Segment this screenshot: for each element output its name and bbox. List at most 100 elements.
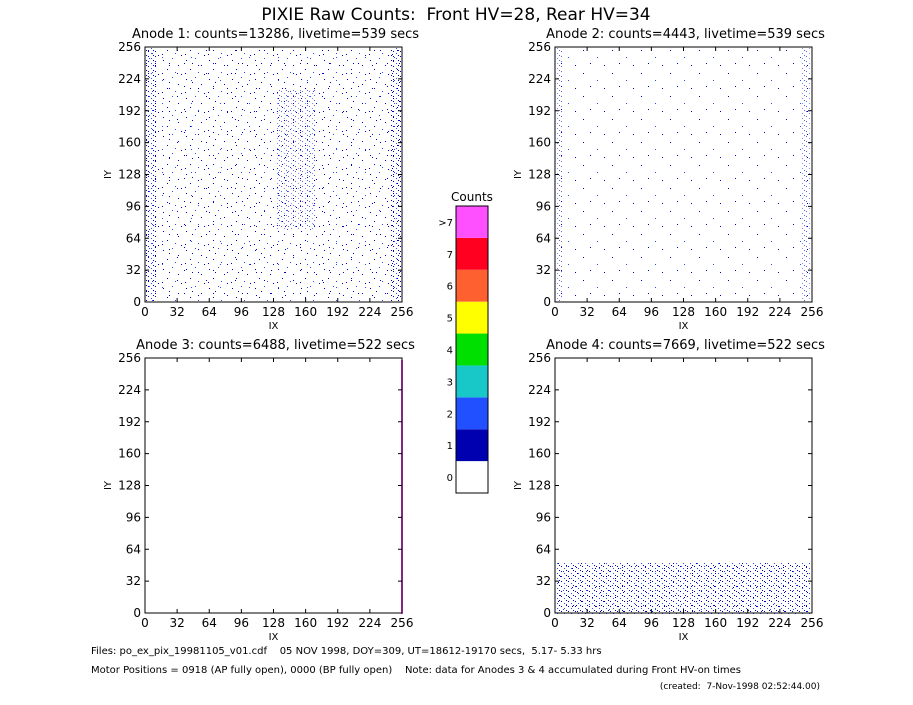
x-tick-label: 192 [736, 305, 759, 319]
x-tick-label: 64 [202, 305, 217, 319]
footer-line: (created: 7-Nov-1998 02:52:44.00) [660, 682, 820, 692]
figure-title: PIXIE Raw Counts: Front HV=28, Rear HV=3… [261, 5, 650, 25]
x-tick-label: 160 [294, 305, 317, 319]
y-tick-label: 160 [528, 447, 551, 461]
y-tick-label: 96 [126, 510, 141, 524]
colorbar-label: 0 [447, 473, 453, 484]
x-tick-label: 32 [169, 305, 184, 319]
y-tick-label: 256 [118, 351, 141, 365]
colorbar-swatch [456, 397, 488, 430]
x-tick-label: 128 [672, 305, 695, 319]
x-tick-label: 64 [612, 305, 627, 319]
colorbar-title: Counts [451, 190, 493, 204]
x-tick-label: 192 [736, 616, 759, 630]
y-tick-label: 256 [528, 40, 551, 54]
panel-title: Anode 3: counts=6488, livetime=522 secs [136, 338, 415, 353]
y-tick-label: 64 [126, 231, 141, 245]
x-tick-label: 32 [579, 616, 594, 630]
x-tick-label: 224 [358, 616, 381, 630]
x-tick-label: 96 [644, 305, 659, 319]
y-tick-label: 0 [543, 606, 551, 620]
y-tick-label: 128 [528, 479, 551, 493]
colorbar-swatch [456, 206, 488, 238]
y-tick-label: 192 [528, 104, 551, 118]
colorbar-label: 5 [447, 314, 453, 325]
x-tick-label: 32 [169, 616, 184, 630]
y-axis-label: IY [513, 480, 524, 490]
y-axis-label: IY [513, 169, 524, 179]
y-tick-label: 32 [536, 574, 551, 588]
colorbar-label: 6 [447, 282, 453, 293]
x-tick-label: 0 [551, 305, 559, 319]
y-tick-label: 224 [528, 383, 551, 397]
x-tick-label: 256 [391, 305, 414, 319]
colorbar-swatch [456, 429, 488, 462]
footer-line: Motor Positions = 0918 (AP fully open), … [91, 665, 741, 676]
colorbar-label: >7 [438, 218, 453, 229]
colorbar-swatch [456, 269, 488, 302]
y-tick-label: 0 [543, 295, 551, 309]
y-tick-label: 128 [118, 479, 141, 493]
colorbar-swatch [456, 461, 488, 493]
y-tick-label: 32 [126, 263, 141, 277]
plot-frame [144, 357, 403, 614]
x-tick-label: 0 [141, 305, 149, 319]
colorbar-label: 2 [447, 409, 453, 420]
colorbar-label: 3 [447, 377, 453, 388]
x-tick-label: 64 [612, 616, 627, 630]
x-tick-label: 96 [234, 305, 249, 319]
x-tick-label: 96 [234, 616, 249, 630]
y-tick-label: 192 [118, 104, 141, 118]
y-tick-label: 32 [536, 263, 551, 277]
y-tick-label: 224 [118, 72, 141, 86]
y-tick-label: 256 [118, 40, 141, 54]
x-tick-label: 64 [202, 616, 217, 630]
x-tick-label: 128 [262, 616, 285, 630]
colorbar-label: 4 [447, 346, 453, 357]
x-tick-label: 32 [579, 305, 594, 319]
x-tick-label: 224 [768, 616, 791, 630]
x-tick-label: 192 [326, 616, 349, 630]
x-tick-label: 160 [704, 616, 727, 630]
x-tick-label: 0 [141, 616, 149, 630]
y-tick-label: 160 [118, 447, 141, 461]
y-tick-label: 0 [133, 606, 141, 620]
y-tick-label: 96 [536, 510, 551, 524]
y-tick-label: 0 [133, 295, 141, 309]
y-tick-label: 256 [528, 351, 551, 365]
x-tick-label: 96 [644, 616, 659, 630]
x-tick-label: 256 [801, 616, 824, 630]
y-tick-label: 160 [118, 136, 141, 150]
x-tick-label: 0 [551, 616, 559, 630]
colorbar-frame [455, 205, 489, 494]
y-tick-label: 224 [118, 383, 141, 397]
x-axis-label: IX [679, 321, 689, 332]
panel-title: Anode 2: counts=4443, livetime=539 secs [546, 27, 825, 42]
y-axis-label: IY [103, 169, 114, 179]
y-tick-label: 224 [528, 72, 551, 86]
y-tick-label: 64 [536, 231, 551, 245]
x-tick-label: 256 [801, 305, 824, 319]
count-texture [146, 48, 811, 614]
colorbar-swatch [456, 333, 488, 366]
y-tick-label: 64 [126, 542, 141, 556]
x-tick-label: 160 [704, 305, 727, 319]
x-tick-label: 256 [391, 616, 414, 630]
y-tick-label: 192 [118, 415, 141, 429]
panel-title: Anode 4: counts=7669, livetime=522 secs [546, 338, 825, 353]
x-axis-label: IX [269, 632, 279, 643]
y-tick-label: 128 [118, 168, 141, 182]
footer-line: Files: po_ex_pix_19981105_v01.cdf 05 NOV… [91, 646, 602, 657]
y-tick-label: 160 [528, 136, 551, 150]
colorbar-label: 1 [447, 441, 453, 452]
colorbar-swatch [456, 365, 488, 398]
x-tick-label: 224 [768, 305, 791, 319]
y-tick-label: 128 [528, 168, 551, 182]
y-tick-label: 32 [126, 574, 141, 588]
x-tick-label: 224 [358, 305, 381, 319]
colorbar-swatch [456, 301, 488, 334]
x-axis-label: IX [679, 632, 689, 643]
y-tick-label: 192 [528, 415, 551, 429]
y-tick-label: 96 [126, 199, 141, 213]
